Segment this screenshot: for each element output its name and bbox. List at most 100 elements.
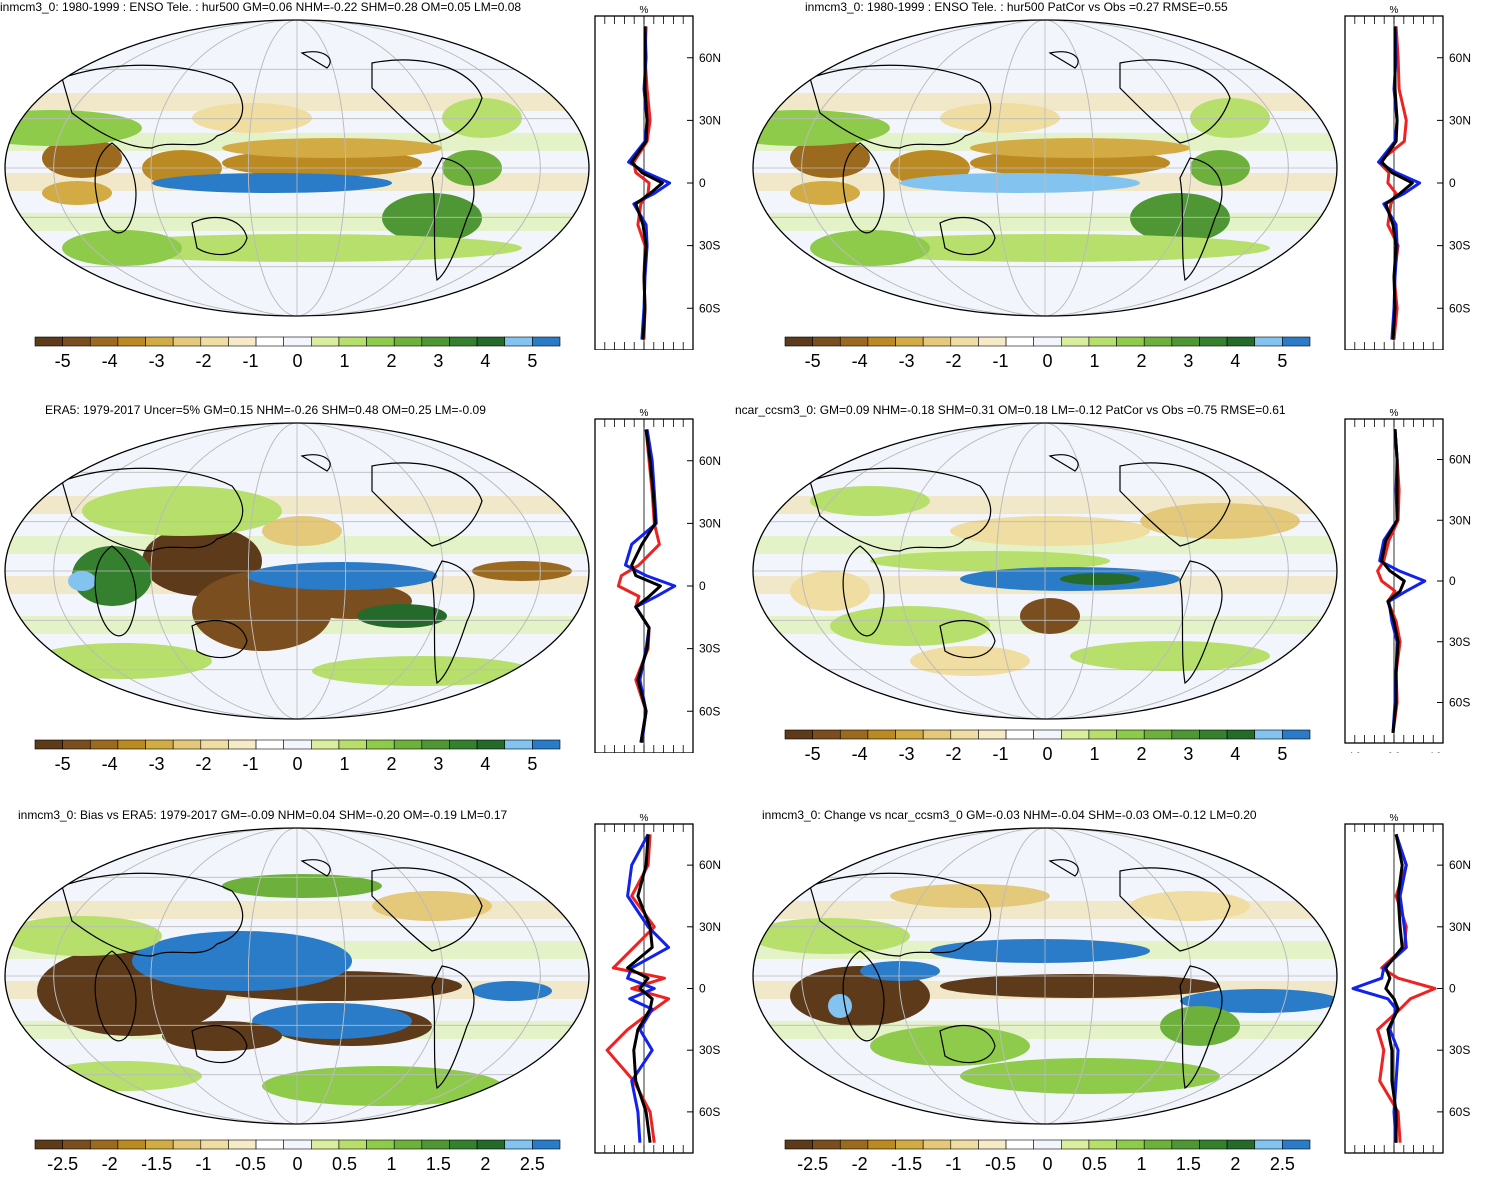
coastline	[809, 467, 992, 552]
colorbar-label: 4	[480, 351, 490, 371]
colorbar-label: -0.5	[985, 1154, 1016, 1174]
colorbar-label: -1	[946, 1154, 962, 1174]
colorbar-swatch	[978, 1139, 1007, 1150]
colorbar-swatch	[1116, 336, 1145, 347]
colorbar-swatch	[1088, 336, 1117, 347]
map-outline	[4, 827, 590, 1125]
colorbar-swatch	[117, 1139, 146, 1150]
colorbar-swatch	[784, 336, 813, 347]
coastline	[94, 142, 137, 234]
shade-region	[870, 551, 1110, 571]
colorbar-swatch	[200, 739, 229, 750]
colorbar-label: -4	[102, 351, 118, 371]
colorbar-label: 2	[1136, 744, 1146, 764]
shade-region	[1060, 573, 1140, 585]
panel-title: ncar_ccsm3_0: GM=0.09 NHM=-0.18 SHM=0.31…	[735, 403, 1286, 417]
zonal-series-black	[1384, 834, 1404, 1143]
colorbar-label: 2.5	[1270, 1154, 1295, 1174]
colorbar-swatch	[1171, 1139, 1200, 1150]
colorbar-swatch	[1005, 1139, 1034, 1150]
shade-region	[312, 656, 532, 686]
colorbar-swatch	[1282, 1139, 1311, 1150]
colorbar-swatch	[839, 336, 869, 347]
graticule-lon	[247, 423, 347, 719]
map-plot	[752, 422, 1338, 720]
zonal-lat-label: 60S	[1449, 1105, 1470, 1119]
graticule-lon	[898, 423, 1192, 719]
colorbar-swatch	[283, 336, 312, 347]
colorbar-swatch	[476, 1139, 506, 1150]
shade-region	[940, 103, 1060, 133]
shade-region	[1160, 1006, 1240, 1046]
zonal-unit: %	[640, 813, 649, 824]
panel-2: inmcm3_0: 1980-1999 : ENSO Tele. : hur50…	[750, 0, 1486, 393]
shade-region	[900, 173, 1140, 193]
colorbar-label: 0	[292, 1154, 302, 1174]
zonal-lat-label: 30N	[1449, 513, 1471, 527]
coastline	[842, 545, 885, 637]
shade-region	[1190, 98, 1270, 138]
colorbar-swatch	[784, 729, 813, 740]
colorbar-swatch	[34, 1139, 63, 1150]
colorbar-swatch	[1143, 729, 1173, 740]
shade-region	[940, 974, 1220, 998]
colorbar-swatch	[311, 336, 340, 347]
colorbar-swatch	[311, 1139, 340, 1150]
shade-region	[910, 646, 1030, 676]
colorbar-label: 4	[1230, 351, 1240, 371]
colorbar-label: -5	[805, 744, 821, 764]
colorbar: -2.5 -2 -1.5 -1 -0.5 0 0.5 1 1.5 2 2.5	[34, 1139, 561, 1174]
panel-5: inmcm3_0: Bias vs ERA5: 1979-2017 GM=-0.…	[0, 808, 743, 1201]
colorbar-swatch	[1088, 729, 1117, 740]
colorbar-label: 0.5	[1082, 1154, 1107, 1174]
zonal-lat-label: 30S	[1449, 635, 1470, 649]
graticule-lon	[801, 423, 1289, 719]
coastline	[809, 64, 992, 149]
colorbar-label: 1.5	[426, 1154, 451, 1174]
panel-title: inmcm3_0: 1980-1999 : ENSO Tele. : hur50…	[0, 0, 522, 14]
colorbar-swatch	[338, 739, 367, 750]
zonal-lat-label: 60N	[1449, 858, 1471, 872]
shade-region	[1130, 193, 1230, 243]
zonal-series-black	[630, 429, 662, 743]
colorbar-swatch	[338, 1139, 367, 1150]
coastline	[61, 872, 244, 957]
shade-region	[262, 1066, 502, 1106]
map-plot	[4, 422, 590, 720]
colorbar-swatch	[1254, 729, 1283, 740]
coastline	[1119, 867, 1231, 952]
zonal-lat-label: 30N	[699, 920, 721, 934]
colorbar-label: 2	[1136, 351, 1146, 371]
shade-region	[222, 874, 382, 898]
zonal-xtick-label: 4.0	[1429, 751, 1442, 753]
colorbar-swatch	[476, 739, 506, 750]
zonal-lat-label: 60S	[1449, 696, 1470, 710]
colorbar-swatch	[978, 729, 1007, 740]
zonal-unit: %	[1390, 813, 1399, 824]
colorbar-swatch	[922, 729, 952, 740]
colorbar-label: 2	[480, 1154, 490, 1174]
colorbar-label: -1	[243, 351, 259, 371]
map-plot	[4, 19, 590, 317]
colorbar-label: -2	[852, 1154, 868, 1174]
colorbar-label: -4	[852, 744, 868, 764]
zonal-lat-label: 0	[1449, 574, 1456, 588]
coastline	[191, 1024, 248, 1064]
colorbar-swatch	[1226, 729, 1256, 740]
colorbar-swatch	[895, 729, 924, 740]
colorbar: -5 -4 -3 -2 -1 0 1 2 3 4 5	[784, 336, 1311, 371]
colorbar-label: -4	[102, 754, 118, 774]
graticule-lon	[995, 828, 1095, 1124]
map-field	[5, 20, 589, 316]
colorbar-swatch	[228, 336, 257, 347]
colorbar-swatch	[1116, 729, 1145, 740]
colorbar-swatch	[950, 1139, 979, 1150]
colorbar-label: 1	[339, 754, 349, 774]
colorbar-swatch	[950, 336, 979, 347]
colorbar-label: -1.5	[141, 1154, 172, 1174]
colorbar-label: -0.5	[235, 1154, 266, 1174]
shade-region	[790, 571, 870, 611]
colorbar-swatch	[1143, 336, 1173, 347]
graticule-lon	[801, 828, 1289, 1124]
zonal-lat-label: 0	[1449, 176, 1456, 190]
